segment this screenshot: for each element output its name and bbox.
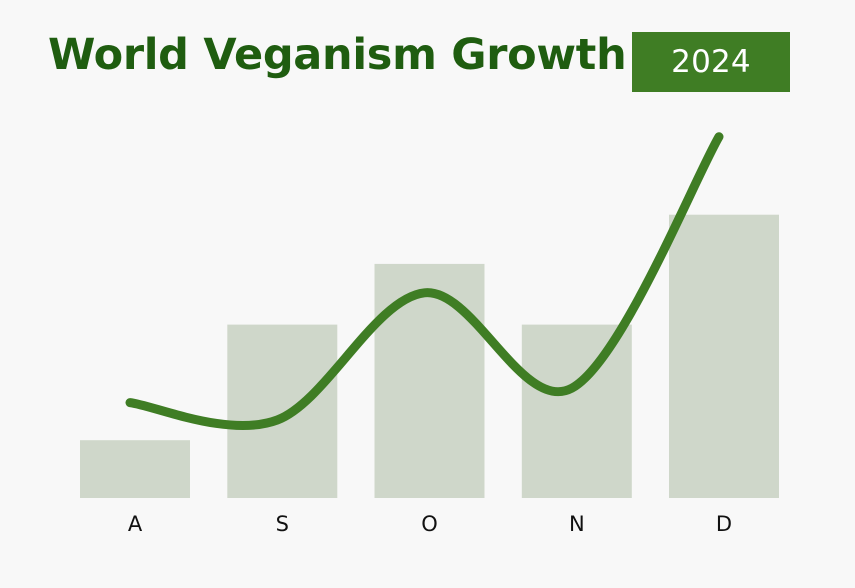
x-tick-label-a: A bbox=[128, 512, 143, 536]
chart-title: World Veganism Growth bbox=[48, 30, 627, 80]
bar-series bbox=[80, 214, 779, 498]
bar-n bbox=[521, 324, 632, 498]
bar-d bbox=[669, 214, 779, 498]
x-tick-label-n: N bbox=[569, 512, 585, 536]
bar-s bbox=[227, 324, 338, 498]
x-tick-label-o: O bbox=[421, 512, 438, 536]
year-badge: 2024 bbox=[632, 32, 790, 92]
x-tick-label-d: D bbox=[716, 512, 732, 536]
x-tick-label-s: S bbox=[276, 512, 289, 536]
bar-a bbox=[80, 440, 190, 498]
trend-line bbox=[125, 132, 724, 430]
bar-o bbox=[374, 263, 485, 498]
